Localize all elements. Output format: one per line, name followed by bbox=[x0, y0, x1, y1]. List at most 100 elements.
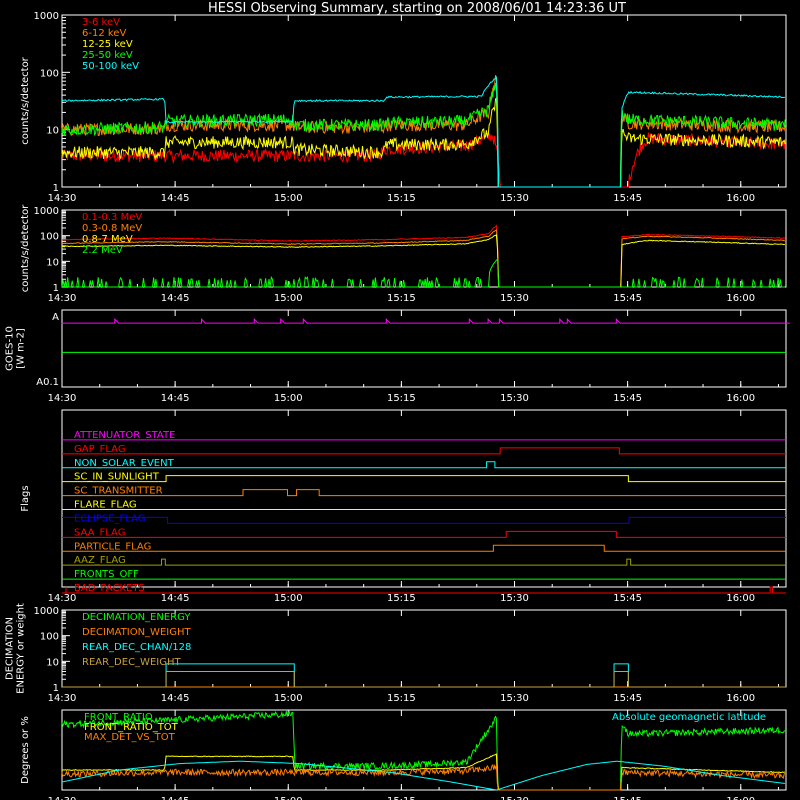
high_energy-xtick-label: 15:45 bbox=[613, 293, 642, 304]
lightcurves-series-3 bbox=[61, 83, 786, 188]
decimation-ylabel-text: ENERGY or weight bbox=[16, 603, 27, 694]
lightcurves-xtick-label: 15:30 bbox=[500, 193, 529, 204]
lightcurves-xtick-label: 16:00 bbox=[726, 193, 755, 204]
flags-flag-label-5: FLARE_FLAG bbox=[74, 500, 137, 511]
goes-border bbox=[61, 309, 787, 388]
decimation-xtick-label: 15:30 bbox=[500, 693, 529, 704]
flags-xtick-label: 15:30 bbox=[500, 593, 529, 604]
decimation-ylabel: DECIMATION ENERGY or weight bbox=[5, 603, 27, 694]
lightcurves-ytick-label: 1000 bbox=[34, 11, 59, 22]
ratios-xtick-label: 14:45 bbox=[161, 796, 190, 800]
ratios-legend-0: FRONT_RATIO bbox=[84, 712, 153, 723]
flags-flag-label-7: SAA_FLAG bbox=[74, 527, 125, 538]
high_energy-xtick-label: 15:00 bbox=[274, 293, 303, 304]
flags-ylabel-text: Flags bbox=[20, 485, 31, 511]
flags-ylabel: Flags bbox=[20, 485, 31, 511]
decimation-series-3 bbox=[62, 671, 786, 688]
flags-xtick-label: 15:15 bbox=[387, 593, 416, 604]
ratios-legend-3: Absolute geomagnetic latitude bbox=[612, 712, 766, 723]
lightcurves-xtick-label: 14:30 bbox=[48, 193, 77, 204]
high_energy-xtick-label: 14:30 bbox=[48, 293, 77, 304]
ratios-series-0 bbox=[61, 710, 786, 791]
decimation-ytick-label: 1000 bbox=[34, 606, 59, 617]
flags-flag-line-7 bbox=[62, 530, 786, 538]
figure-title: HESSI Observing Summary, starting on 200… bbox=[208, 1, 626, 16]
high_energy-xtick-label: 15:15 bbox=[387, 293, 416, 304]
ratios-xtick-label: 14:30 bbox=[48, 796, 77, 800]
decimation-ytick-label: 100 bbox=[40, 632, 59, 643]
ratios-ylabel-text: Degrees or % bbox=[20, 716, 31, 784]
decimation-legend-2: REAR_DEC_CHAN/128 bbox=[82, 642, 191, 653]
flags-xtick-label: 15:00 bbox=[274, 593, 303, 604]
flags-flag-label-8: PARTICLE_FLAG bbox=[74, 541, 151, 552]
flags-xtick-label: 14:45 bbox=[161, 593, 190, 604]
goes-ylabel-text: [W m-2] bbox=[16, 328, 27, 369]
high_energy-series-1 bbox=[61, 229, 785, 288]
lightcurves-ytick-label: 1 bbox=[53, 183, 59, 194]
decimation-legend-1: DECIMATION_WEIGHT bbox=[82, 627, 191, 638]
ratios-xtick-label: 15:30 bbox=[500, 796, 529, 800]
high_energy-ylabel-text: counts/s/detector bbox=[20, 204, 31, 292]
high_energy-ylabel: counts/s/detector bbox=[20, 204, 31, 292]
high_energy-xtick-label: 14:45 bbox=[161, 293, 190, 304]
flags-flag-line-9 bbox=[62, 558, 786, 566]
goes-xtick-label: 16:00 bbox=[726, 393, 755, 404]
flags-flag-label-6: ECLIPSE_FLAG bbox=[74, 513, 145, 524]
goes-xtick-label: 15:00 bbox=[274, 393, 303, 404]
lightcurves-series-4 bbox=[61, 76, 785, 188]
high_energy-ytick-label: 1000 bbox=[34, 206, 59, 217]
flags-flag-label-0: ATTENUATOR_STATE bbox=[74, 430, 175, 441]
ratios-frame: 14:30 14:45 15:00 15:15 15:30 15:45 16:00 bbox=[48, 709, 787, 800]
lightcurves-xtick-label: 15:00 bbox=[274, 193, 303, 204]
high_energy-series-0 bbox=[61, 224, 786, 288]
flags-flag-label-3: SC_IN_SUNLIGHT bbox=[74, 472, 160, 483]
high_energy-ytick-label: 100 bbox=[40, 232, 59, 243]
flags-flag-label-1: GAP_FLAG bbox=[74, 444, 126, 455]
ratios-xtick-label: 16:00 bbox=[726, 796, 755, 800]
decimation-ytick-label: 10 bbox=[46, 657, 59, 668]
lightcurves-legend-2: 12-25 keV bbox=[82, 39, 133, 50]
flags-flag-label-11: BAD_PACKETS bbox=[74, 583, 145, 594]
lightcurves-series-1 bbox=[61, 75, 786, 188]
decimation-legend-3: REAR_DEC_WEIGHT bbox=[82, 657, 181, 668]
goes-ytick-label: A bbox=[52, 312, 59, 323]
lightcurves-legend-4: 50-100 keV bbox=[82, 61, 139, 72]
goes-ylabel: GOES-10 [W m-2] bbox=[5, 326, 27, 371]
flags-flag-line-6 bbox=[62, 516, 786, 524]
lightcurves-legend-3: 25-50 keV bbox=[82, 50, 133, 61]
ratios-border bbox=[61, 709, 787, 791]
flags-flag-line-2 bbox=[62, 461, 786, 469]
goes-xtick-label: 15:15 bbox=[387, 393, 416, 404]
high_energy-ytick-label: 10 bbox=[46, 257, 59, 268]
decimation-frame: 14:30 14:45 15:00 15:15 15:30 15:45 16:00 bbox=[48, 609, 787, 704]
lightcurves-ylabel-text: counts/s/detector bbox=[20, 56, 31, 144]
flags-xtick-label: 16:00 bbox=[726, 593, 755, 604]
high_energy-legend-0: 0.1-0.3 MeV bbox=[82, 212, 142, 223]
high_energy-ytick-label: 1 bbox=[53, 283, 59, 294]
decimation-legend-0: DECIMATION_ENERGY bbox=[82, 612, 191, 623]
goes-ylabel-text: GOES-10 bbox=[5, 326, 16, 371]
flags-flag-label-2: NON_SOLAR_EVENT bbox=[74, 458, 175, 469]
lightcurves-ytick-label: 10 bbox=[46, 126, 59, 137]
decimation-xtick-label: 15:45 bbox=[613, 693, 642, 704]
flags-flag-label-10: FRONTS_OFF bbox=[74, 569, 139, 580]
goes-xtick-label: 14:45 bbox=[161, 393, 190, 404]
ratios-series-1 bbox=[61, 753, 786, 791]
flags-border bbox=[61, 409, 787, 588]
flags-flag-line-11 bbox=[62, 586, 786, 594]
ratios-xtick-label: 15:45 bbox=[613, 796, 642, 800]
lightcurves-legend-0: 3-6 keV bbox=[82, 17, 120, 28]
decimation-xtick-label: 15:15 bbox=[387, 693, 416, 704]
high_energy-frame: 14:30 14:45 15:00 15:15 15:30 15:45 16:00 bbox=[48, 209, 787, 304]
goes-series-0 bbox=[61, 317, 790, 324]
lightcurves-legend-1: 6-12 keV bbox=[82, 28, 126, 39]
decimation-ylabel-text: DECIMATION bbox=[5, 617, 16, 680]
lightcurves-xtick-label: 14:45 bbox=[161, 193, 190, 204]
ratios-legend-2: MAX_DET_VS_TOT bbox=[84, 732, 176, 743]
ratios-legend-1: FRONT_RATIO_TOT bbox=[84, 722, 179, 733]
lightcurves-series-2 bbox=[61, 96, 786, 188]
decimation-xtick-label: 16:00 bbox=[726, 693, 755, 704]
flags-flag-line-3 bbox=[62, 475, 786, 483]
decimation-xtick-label: 15:00 bbox=[274, 693, 303, 704]
goes-ytick-label: A0.1 bbox=[36, 377, 59, 388]
